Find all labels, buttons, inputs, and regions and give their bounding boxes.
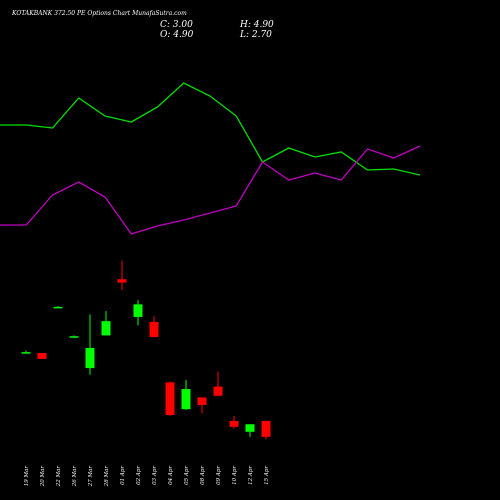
line <box>0 82 421 176</box>
candle-body <box>101 321 111 336</box>
x-tick-label: 04 Apr <box>168 466 174 485</box>
candle-body <box>53 306 63 309</box>
candle-body <box>85 347 95 369</box>
x-tick-label: 26 Mar <box>72 466 78 488</box>
x-tick-label: 10 Apr <box>232 466 238 485</box>
close-label: C: 3.00 <box>160 20 193 30</box>
low-label: L: 2.70 <box>239 30 272 40</box>
high-label: H: 4.90 <box>239 20 274 30</box>
candle-body <box>133 304 143 317</box>
open-label: O: 4.90 <box>160 30 194 40</box>
candle-body <box>229 420 239 427</box>
candle-body <box>37 353 47 359</box>
x-tick-label: 08 Apr <box>200 466 206 485</box>
x-tick-label: 05 Apr <box>184 466 190 485</box>
x-tick-label: 22 Mar <box>56 466 62 488</box>
x-tick-label: 28 Mar <box>104 466 110 488</box>
x-tick-label: 01 Apr <box>120 466 126 485</box>
candle-body <box>197 397 207 405</box>
x-tick-label: 03 Apr <box>152 466 158 485</box>
x-tick-label: 27 Mar <box>88 466 94 488</box>
candle-body <box>245 424 255 432</box>
candle-body <box>117 279 127 283</box>
x-tick-label: 15 Apr <box>264 466 270 485</box>
candle-body <box>69 336 79 338</box>
x-tick-label: 20 Mar <box>40 466 46 488</box>
candle-body <box>149 321 159 338</box>
line <box>0 145 421 235</box>
candle-body <box>165 382 175 416</box>
candle-body <box>261 420 271 437</box>
candle-body <box>213 386 223 396</box>
x-tick-label: 19 Mar <box>24 466 30 487</box>
x-tick-label: 12 Apr <box>248 466 254 485</box>
candle-body <box>21 352 31 354</box>
x-tick-label: 09 Apr <box>216 466 222 485</box>
chart-title: KOTAKBANK 372.50 PE Options Chart Munafa… <box>11 10 187 17</box>
x-tick-label: 02 Apr <box>136 466 142 485</box>
candle-body <box>181 389 191 410</box>
